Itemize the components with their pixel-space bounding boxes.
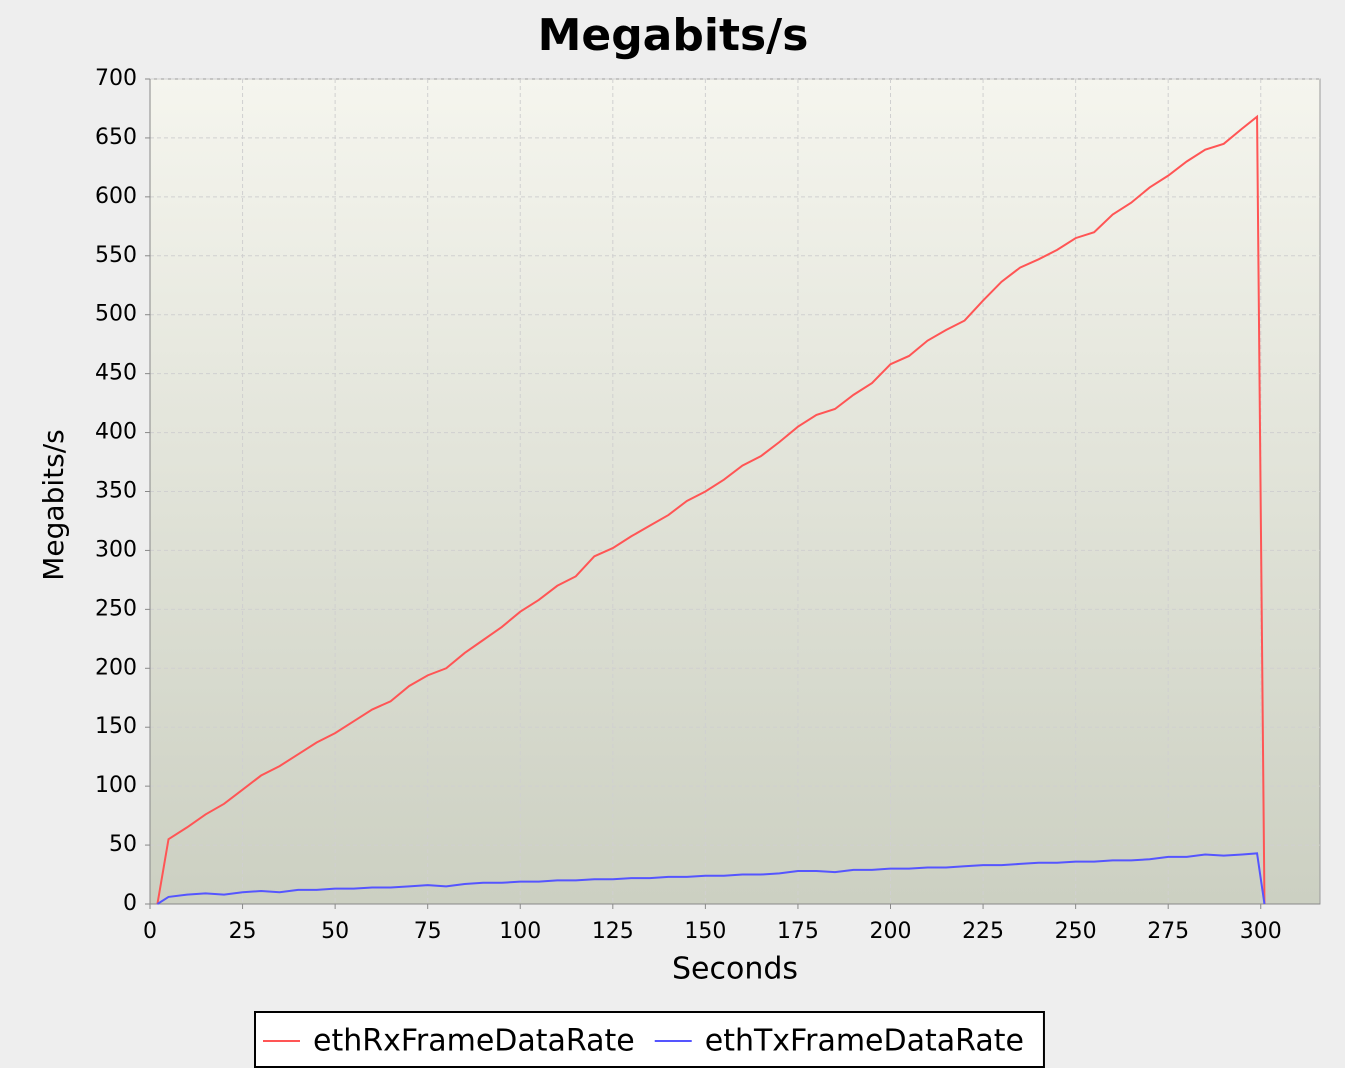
x-tick-label: 50	[321, 919, 349, 944]
x-tick-label: 125	[592, 919, 634, 944]
x-tick-label: 250	[1055, 919, 1097, 944]
y-tick-label: 600	[95, 184, 137, 209]
x-tick-label: 275	[1147, 919, 1189, 944]
y-tick-label: 200	[95, 655, 137, 680]
x-tick-label: 200	[870, 919, 912, 944]
series-line	[156, 114, 1266, 905]
x-tick-label: 75	[414, 919, 442, 944]
y-tick-label: 50	[109, 832, 137, 857]
legend-box	[254, 1011, 1045, 1068]
y-tick-label: 100	[95, 773, 137, 798]
y-axis-label: Megabits/s	[37, 429, 70, 580]
chart-title: Megabits/s	[538, 10, 809, 61]
x-tick-label: 150	[684, 919, 726, 944]
y-tick-label: 400	[95, 420, 137, 445]
y-tick-label: 450	[95, 361, 137, 386]
y-tick-label: 500	[95, 302, 137, 327]
y-tick-label: 250	[95, 596, 137, 621]
x-tick-label: 175	[777, 919, 819, 944]
series-line	[156, 852, 1266, 905]
x-tick-label: 0	[143, 919, 157, 944]
legend-label: ethTxFrameDataRate	[705, 1024, 1024, 1059]
y-tick-label: 150	[95, 714, 137, 739]
y-tick-label: 700	[95, 66, 137, 91]
y-tick-label: 0	[123, 891, 137, 916]
y-tick-label: 550	[95, 243, 137, 268]
x-tick-label: 225	[962, 919, 1004, 944]
legend-label: ethRxFrameDataRate	[313, 1024, 635, 1059]
y-tick-label: 350	[95, 479, 137, 504]
x-tick-label: 25	[229, 919, 257, 944]
x-axis-label: Seconds	[672, 952, 798, 987]
x-tick-label: 100	[499, 919, 541, 944]
x-tick-label: 300	[1240, 919, 1282, 944]
y-tick-label: 650	[95, 125, 137, 150]
y-tick-label: 300	[95, 537, 137, 562]
